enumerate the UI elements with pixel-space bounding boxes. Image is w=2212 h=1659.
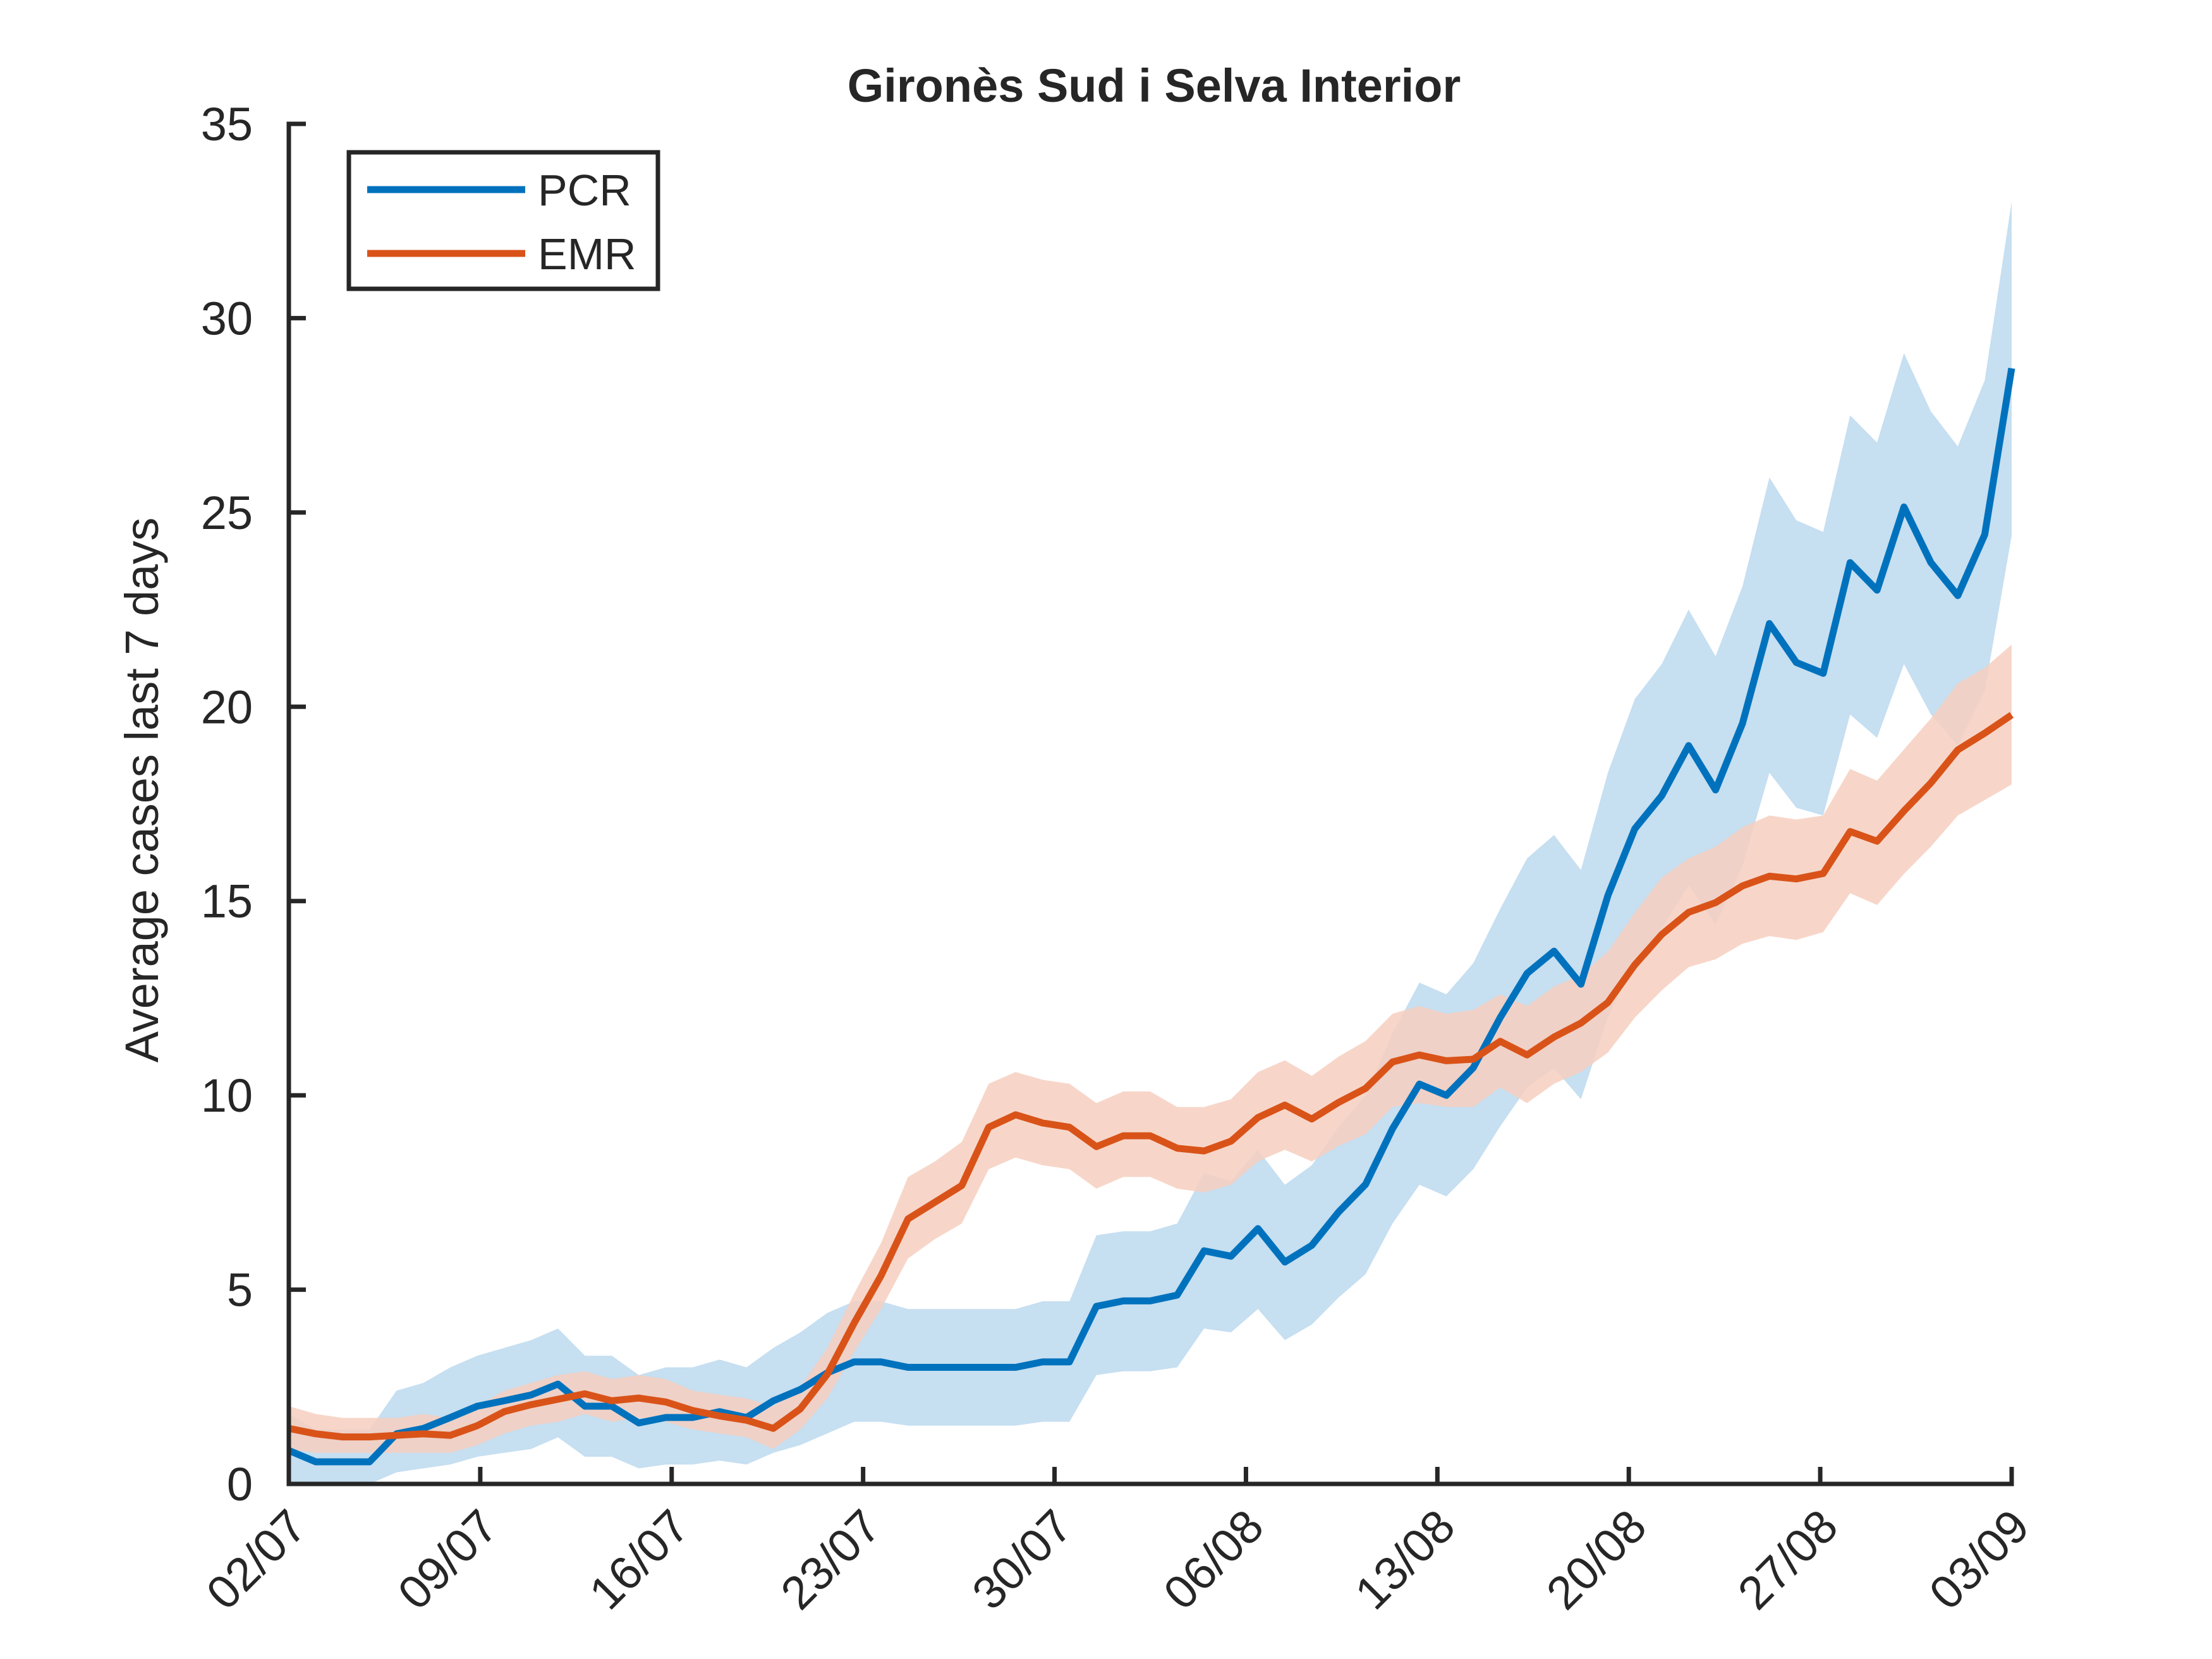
x-tick-label: 23/07 — [770, 1500, 890, 1620]
x-tick-label: 13/08 — [1345, 1500, 1465, 1620]
y-tick-label: 20 — [201, 681, 253, 733]
series-lines — [287, 367, 2015, 1466]
y-tick-label: 25 — [201, 487, 253, 539]
x-tick-label: 06/08 — [1153, 1500, 1273, 1620]
y-tick-label: 0 — [227, 1458, 253, 1510]
y-tick-label: 10 — [201, 1069, 253, 1122]
legend-label-emr: EMR — [538, 229, 636, 279]
x-tick-label: 03/09 — [1919, 1500, 2039, 1620]
x-tick-label: 16/07 — [579, 1500, 699, 1620]
y-tick-label: 30 — [201, 292, 253, 344]
y-axis-label: Average cases last 7 days — [116, 518, 168, 1062]
x-tick-label: 30/07 — [962, 1500, 1082, 1620]
chart-title: Gironès Sud i Selva Interior — [848, 59, 1461, 112]
x-tick-label: 02/07 — [197, 1500, 317, 1620]
legend-box — [346, 150, 660, 291]
band-pcr — [289, 202, 2012, 1484]
legend-label-pcr: PCR — [538, 166, 631, 215]
y-tick-label: 15 — [201, 875, 253, 928]
x-tick-label: 20/08 — [1536, 1500, 1656, 1620]
y-tick-label: 5 — [227, 1264, 253, 1316]
legend: PCR EMR — [346, 150, 660, 291]
confidence-bands — [289, 202, 2012, 1484]
x-tick-label: 27/08 — [1728, 1500, 1848, 1620]
series-points-emr — [288, 715, 2012, 1437]
y-tick-label: 35 — [201, 98, 253, 150]
series-points-pcr — [288, 368, 2012, 1462]
x-tick-label: 09/07 — [388, 1500, 508, 1620]
